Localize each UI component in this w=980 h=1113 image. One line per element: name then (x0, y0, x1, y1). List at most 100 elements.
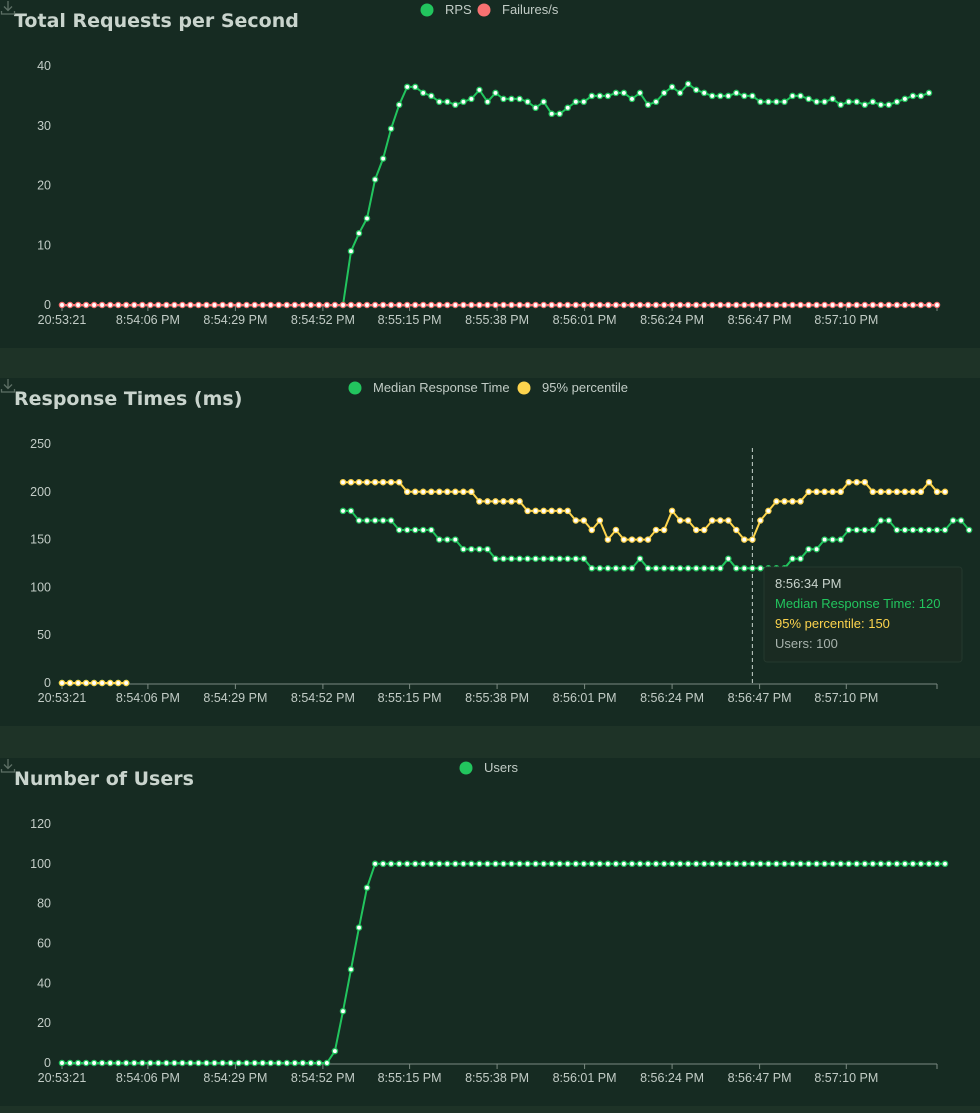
data-point (347, 478, 355, 486)
data-point (58, 1059, 66, 1067)
data-point (837, 301, 844, 309)
data-point (893, 488, 901, 496)
series-line (343, 481, 945, 541)
data-point (837, 488, 844, 496)
data-point (347, 507, 355, 515)
data-point (917, 92, 925, 100)
data-point (98, 301, 106, 309)
rps-chart: Total Requests per Second RPS Failures/s 0 1… (14, 2, 941, 327)
data-point (765, 860, 772, 868)
x-tick-label: 8:55:15 PM (378, 691, 442, 705)
y-tick-label: 100 (30, 857, 51, 871)
data-point (452, 536, 459, 543)
data-point (829, 301, 836, 309)
data-point (869, 98, 877, 106)
download-icon[interactable] (0, 378, 16, 394)
data-point (789, 92, 796, 100)
data-point (122, 301, 130, 309)
data-point (468, 488, 475, 496)
data-point (700, 860, 708, 868)
data-point (379, 860, 387, 868)
data-point (540, 507, 547, 515)
data-point (387, 125, 395, 132)
data-point (403, 488, 411, 496)
data-point (620, 565, 628, 572)
data-point (885, 301, 893, 309)
data-point (411, 301, 419, 309)
data-point (307, 1059, 315, 1067)
data-point (917, 860, 925, 868)
data-point (869, 301, 877, 309)
data-point (909, 92, 917, 100)
data-point (773, 301, 780, 309)
download-icon[interactable] (0, 0, 16, 16)
data-point (821, 536, 828, 543)
data-point (371, 478, 379, 486)
data-point (877, 301, 885, 309)
series-line (62, 862, 945, 1064)
data-point (917, 301, 925, 309)
data-point (500, 860, 507, 868)
data-point (620, 301, 628, 309)
data-point (460, 860, 467, 868)
download-icon[interactable] (0, 758, 16, 774)
data-point (331, 301, 339, 309)
data-point (436, 98, 443, 106)
data-point (323, 1059, 331, 1067)
data-point (941, 526, 949, 534)
data-point (227, 1059, 234, 1067)
data-point (861, 478, 869, 486)
data-point (444, 488, 451, 496)
data-point (652, 98, 660, 106)
data-point (492, 860, 499, 868)
data-point (733, 526, 740, 534)
data-point (476, 86, 483, 94)
data-point (235, 1059, 242, 1067)
rps-chart-panel: Total Requests per Second RPS Failures/s 0 1… (0, 0, 980, 348)
data-point (636, 536, 644, 543)
data-point (789, 860, 796, 868)
data-point (885, 101, 893, 109)
data-point (556, 555, 563, 562)
data-point (604, 565, 612, 572)
data-point (725, 517, 732, 524)
data-point (853, 98, 860, 106)
data-point (516, 301, 523, 309)
data-point (644, 101, 652, 109)
x-tick-label: 8:54:52 PM (291, 1071, 355, 1085)
data-point (813, 301, 820, 309)
tooltip-p95: 95% percentile: 150 (775, 616, 890, 631)
data-point (749, 301, 756, 309)
data-point (668, 507, 676, 515)
data-point (403, 83, 411, 91)
data-point (419, 301, 427, 309)
data-point (708, 565, 716, 572)
data-point (652, 301, 660, 309)
data-point (636, 860, 644, 868)
data-point (925, 478, 933, 486)
data-point (411, 526, 419, 534)
data-point (781, 98, 788, 106)
y-tick-label: 0 (44, 676, 51, 690)
data-point (508, 555, 515, 562)
data-point (789, 498, 796, 505)
data-point (781, 498, 788, 505)
data-point (411, 860, 419, 868)
x-tick-label: 8:54:06 PM (116, 691, 180, 705)
legend-label: Users (484, 760, 518, 775)
data-point (363, 478, 371, 486)
y-tick-label: 20 (37, 179, 51, 193)
x-tick-label: 8:54:52 PM (291, 691, 355, 705)
data-point (877, 101, 885, 109)
data-point (853, 526, 860, 534)
data-point (387, 860, 395, 868)
data-point (347, 301, 355, 309)
data-point (82, 301, 90, 309)
y-tick-label: 250 (30, 437, 51, 451)
data-point (74, 301, 82, 309)
data-point (379, 155, 387, 162)
data-point (757, 565, 764, 572)
data-point (620, 536, 628, 543)
data-point (741, 860, 748, 868)
data-point (179, 1059, 186, 1067)
